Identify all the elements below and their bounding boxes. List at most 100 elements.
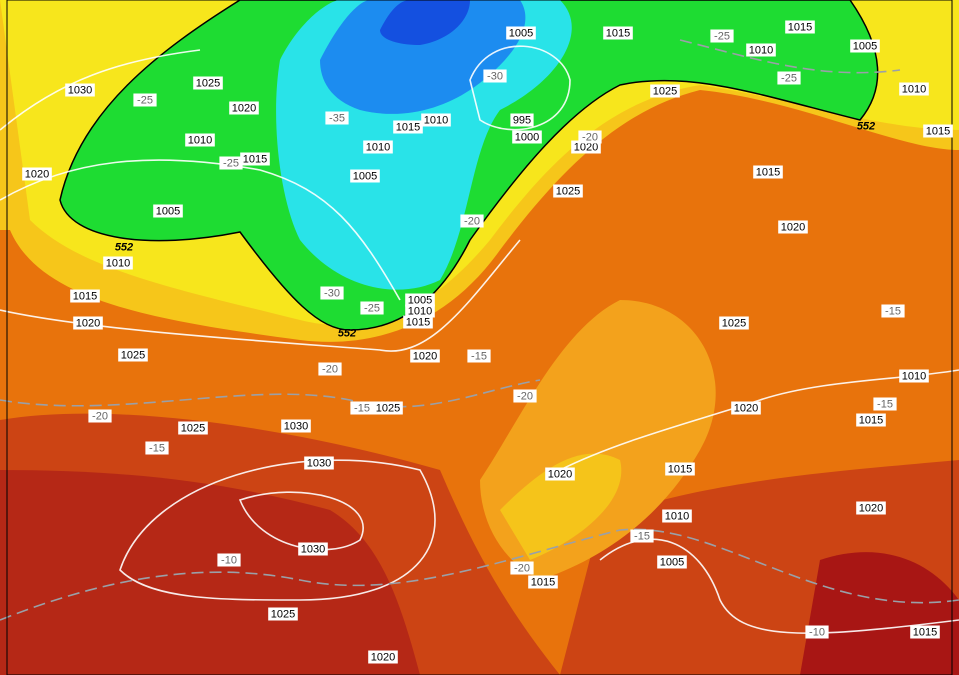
isotherm-label-group: -20: [513, 389, 537, 403]
label-box: [881, 304, 905, 318]
isotherm-label: -20: [322, 363, 338, 375]
isobar-label-group: 1015: [753, 165, 783, 179]
isobar-label: 1030: [307, 457, 331, 469]
isobar-label: 1010: [749, 44, 773, 56]
isobar-label: 1000: [515, 131, 539, 143]
isobar-label-group: 1005: [405, 293, 435, 307]
isobar-label-group: 1020: [545, 467, 575, 481]
isobar-label: 1025: [196, 77, 220, 89]
isobar-label-group: 1010: [746, 43, 776, 57]
label-box: [229, 101, 259, 115]
label-box: [118, 348, 148, 362]
isobar-label-group: 1030: [304, 456, 334, 470]
isotherm-label-group: -30: [320, 286, 344, 300]
isobar-label: 1030: [301, 543, 325, 555]
isobar: [559, 369, 959, 471]
cold-core: [380, 0, 470, 45]
isobar-label: 1015: [531, 576, 555, 588]
isobar-label: 1030: [284, 420, 308, 432]
isobar-label: 1025: [376, 402, 400, 414]
isobar-label: 1020: [781, 221, 805, 233]
isotherm-label-group: -30: [483, 69, 507, 83]
isotherm-label-group: -20: [510, 561, 534, 575]
isobar-label: 1020: [232, 102, 256, 114]
isobar-label: 1015: [406, 316, 430, 328]
isobar-label-group: 1025: [178, 421, 208, 435]
isobar-label-group: 1010: [899, 82, 929, 96]
label-box: [178, 421, 208, 435]
isobar-label-group: 1010: [899, 369, 929, 383]
height-label: 552: [857, 120, 875, 132]
isobar-label: 1015: [606, 27, 630, 39]
isobar-label: 1005: [660, 556, 684, 568]
isobar-label-group: 1020: [22, 167, 52, 181]
isobar-label: 1005: [509, 27, 533, 39]
isobar-label: 1015: [73, 290, 97, 302]
isobar-label-group: 1020: [73, 316, 103, 330]
isobar-label: 1015: [756, 166, 780, 178]
label-box: [368, 650, 398, 664]
label-box: [421, 113, 451, 127]
isobar-label: 1010: [188, 134, 212, 146]
map-frame: [6, 0, 953, 675]
isobar-label-group: 1025: [373, 401, 403, 415]
isotherm: [0, 379, 541, 408]
label-box: [219, 156, 243, 170]
label-box: [298, 542, 328, 556]
isobar-label-group: 995: [510, 113, 534, 127]
isobar-label: 1015: [788, 21, 812, 33]
label-box: [777, 71, 801, 85]
label-box: [483, 69, 507, 83]
isobar-label: 1015: [859, 414, 883, 426]
isotherm-label: -10: [809, 626, 825, 638]
label-box: [630, 529, 654, 543]
label-box: [185, 133, 215, 147]
label-box: [467, 349, 491, 363]
label-box: [281, 419, 311, 433]
isobar: [0, 159, 401, 301]
isobar-label: 1010: [902, 83, 926, 95]
label-box: [856, 501, 886, 515]
label-box: [70, 289, 100, 303]
isotherm-label: -25: [714, 30, 730, 42]
isobar-label-group: 1015: [910, 625, 940, 639]
isobar-label: 1030: [68, 84, 92, 96]
label-box: [73, 316, 103, 330]
label-box: [657, 555, 687, 569]
isotherm-label: -20: [582, 131, 598, 143]
isotherm-label: -20: [514, 562, 530, 574]
isobar-label-group: 1010: [662, 509, 692, 523]
label-box: [719, 316, 749, 330]
label-box: [304, 456, 334, 470]
isotherm-label: -15: [877, 398, 893, 410]
height-label-group: 552: [115, 241, 133, 253]
isobar-label: 1015: [926, 125, 950, 137]
label-box: [217, 553, 241, 567]
isobar-label: 1025: [271, 608, 295, 620]
isobar-label-group: 1005: [153, 204, 183, 218]
label-box: [373, 401, 403, 415]
isobar-label-group: 1005: [850, 39, 880, 53]
isotherm-label: -35: [329, 112, 345, 124]
isotherm-label-group: -15: [350, 401, 374, 415]
isobar-label-group: 1030: [65, 83, 95, 97]
isotherm-label-group: -25: [777, 71, 801, 85]
isotherm-label-group: -25: [133, 93, 157, 107]
label-box: [510, 113, 534, 127]
isobar-label-group: 1015: [603, 26, 633, 40]
isobar-label: 1005: [156, 205, 180, 217]
label-box: [513, 389, 537, 403]
label-box: [103, 256, 133, 270]
isobar-label: 1005: [408, 294, 432, 306]
isobar-label-group: 1015: [923, 124, 953, 138]
label-box: [899, 369, 929, 383]
isobar-label-group: 1025: [719, 316, 749, 330]
isobar-label-group: 1010: [185, 133, 215, 147]
isotherm: [679, 39, 901, 74]
isobar-label: 1020: [574, 141, 598, 153]
isobar-label-group: 1020: [368, 650, 398, 664]
isotherm-label-group: -25: [710, 29, 734, 43]
label-box: [603, 26, 633, 40]
isotherm-label: -20: [92, 410, 108, 422]
